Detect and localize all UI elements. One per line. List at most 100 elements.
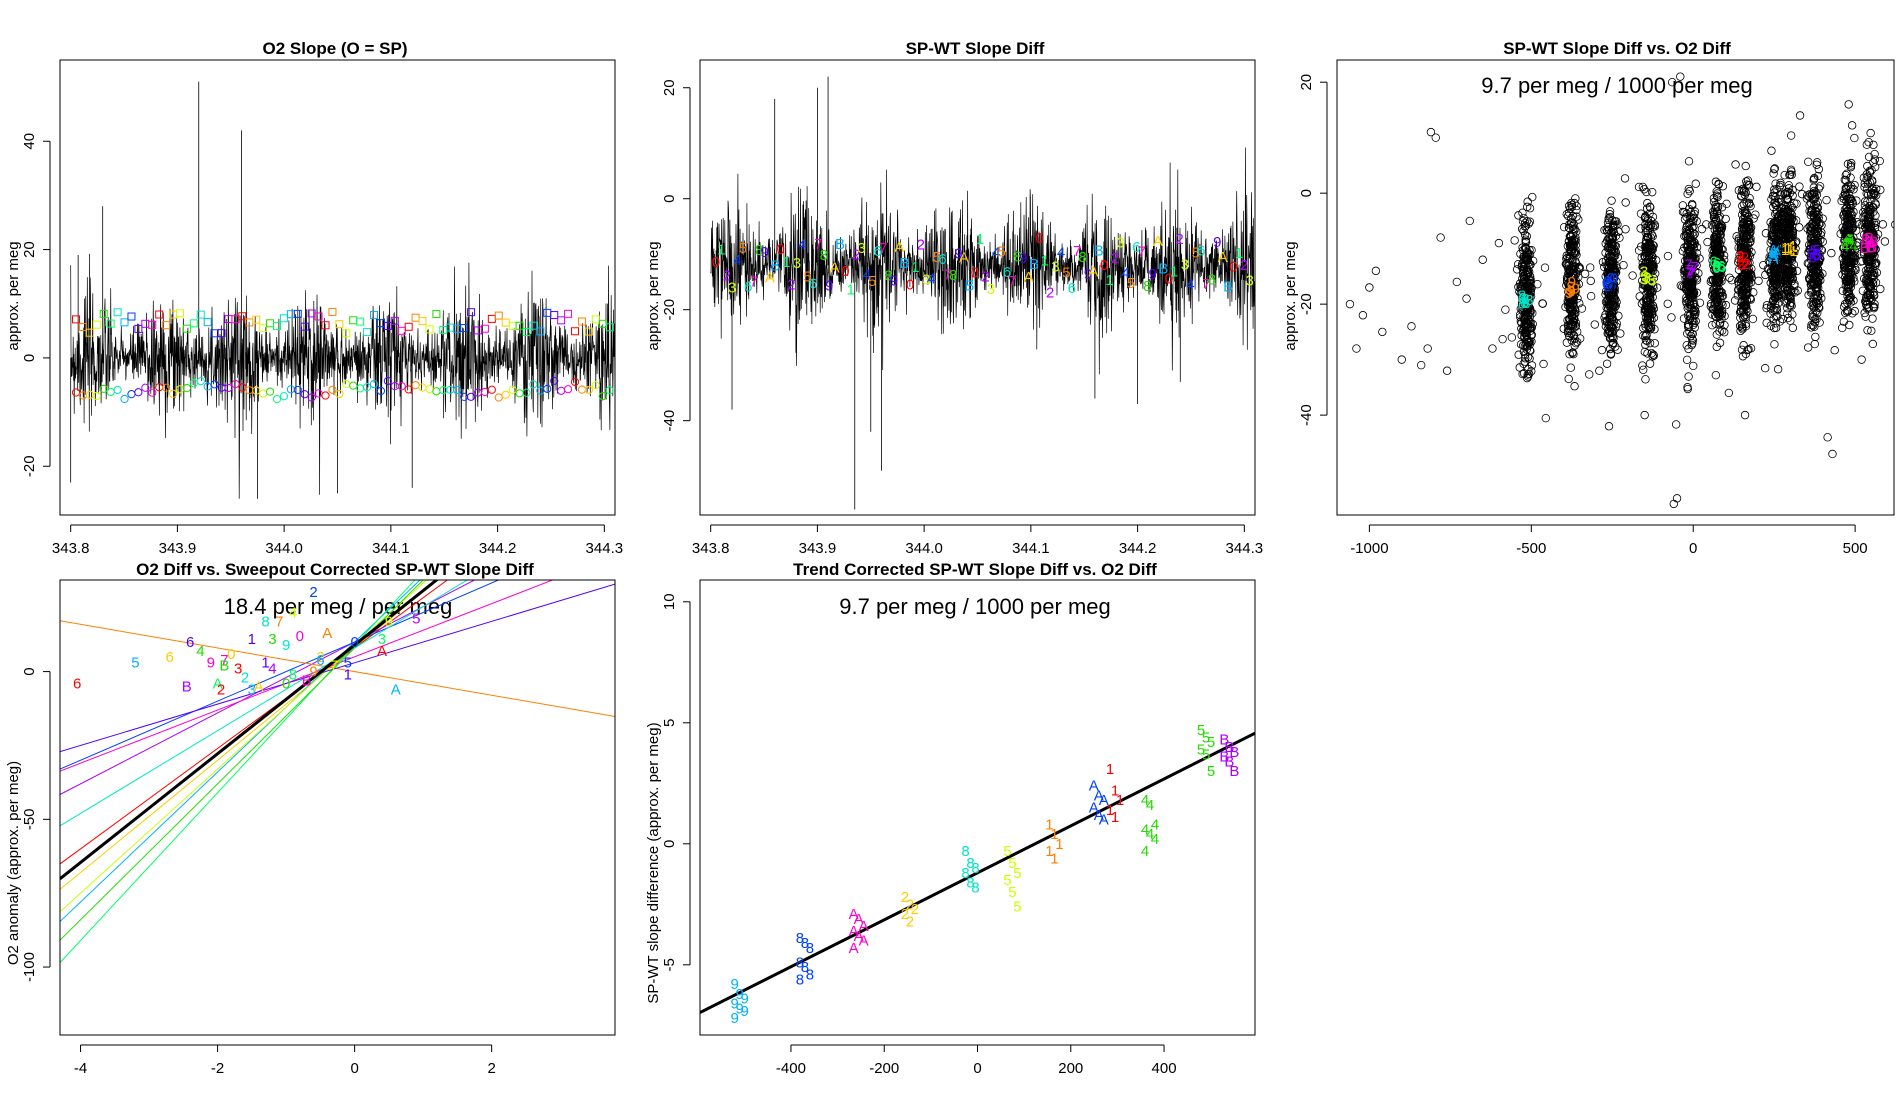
data-point — [1643, 233, 1653, 243]
cycle-label: 9 — [1019, 250, 1027, 267]
data-point — [1743, 267, 1752, 277]
circle-marker — [591, 381, 600, 390]
data-point — [1520, 294, 1530, 304]
data-point — [1891, 220, 1894, 229]
cycle-label: 0 — [712, 254, 720, 271]
data-point — [1663, 299, 1672, 308]
cycle-label: A — [1153, 233, 1163, 250]
x-tick-label: 343.8 — [52, 540, 90, 557]
cycle-label: 5 — [803, 269, 811, 286]
group-mean-label: 8 — [1520, 294, 1528, 311]
square-marker — [425, 325, 434, 334]
data-point — [1609, 221, 1618, 231]
group-value-label: 5 — [1013, 865, 1021, 882]
cycle-label: 7 — [1202, 276, 1210, 293]
data-point — [1515, 287, 1524, 296]
data-point — [1709, 259, 1719, 268]
outlier-point — [1828, 449, 1837, 459]
data-point — [1565, 245, 1574, 254]
data-point — [1525, 276, 1535, 285]
square-marker — [293, 309, 302, 318]
square-marker — [605, 323, 614, 332]
cycle-label: 2 — [787, 276, 795, 293]
cycle-label: 6 — [938, 251, 946, 268]
data-point — [1745, 221, 1754, 230]
square-marker — [300, 322, 309, 331]
data-point — [1586, 291, 1596, 301]
data-point — [1741, 284, 1751, 294]
data-point — [1519, 341, 1528, 350]
data-point — [1711, 263, 1720, 272]
square-marker — [584, 327, 593, 336]
square-marker — [591, 315, 600, 324]
data-point — [1710, 291, 1720, 301]
circle-marker — [182, 384, 191, 393]
data-trace — [710, 147, 1256, 375]
square-marker — [328, 307, 337, 316]
cycle-label: 2 — [917, 237, 925, 254]
group-mean-label: 8 — [1519, 290, 1527, 307]
data-point — [1649, 351, 1659, 360]
data-point — [1689, 307, 1698, 317]
cycle-label: 1 — [1041, 252, 1049, 269]
x-tick-label: 0 — [350, 1060, 358, 1077]
group-mean-label: 2 — [1737, 256, 1745, 273]
x-tick-label: 200 — [1058, 1060, 1083, 1077]
circle-marker — [85, 390, 94, 399]
group-mean-label: A — [1768, 242, 1778, 259]
circle-marker — [557, 386, 566, 395]
outlier-point — [1352, 344, 1361, 353]
data-point — [1541, 413, 1550, 423]
cycle-label: 3 — [728, 279, 736, 296]
data-point — [1741, 310, 1751, 319]
data-point — [1770, 274, 1780, 283]
data-point — [1691, 316, 1700, 326]
data-point — [1876, 284, 1885, 294]
circle-marker — [584, 385, 593, 395]
data-point — [1712, 292, 1721, 302]
data-point — [1712, 275, 1721, 284]
data-point — [1775, 317, 1785, 326]
cycle-label: 9 — [760, 244, 768, 261]
data-point — [1619, 260, 1628, 270]
data-point-label: 9 — [207, 655, 215, 672]
x-tick-label: 344.1 — [1012, 540, 1050, 557]
data-point — [1695, 298, 1705, 308]
group-mean-label: 0 — [1610, 271, 1618, 288]
cycle-label: 7 — [750, 273, 758, 290]
data-point — [1767, 285, 1777, 295]
data-point — [1523, 304, 1532, 314]
square-marker — [134, 324, 143, 333]
data-point-label: A — [254, 678, 264, 695]
data-point — [1713, 307, 1722, 316]
data-point — [1685, 315, 1694, 325]
data-point — [1572, 201, 1581, 211]
outlier-point — [1740, 410, 1750, 420]
data-point — [1566, 305, 1575, 314]
data-point — [1706, 302, 1715, 311]
data-point-label: 2 — [309, 584, 317, 601]
data-point — [1610, 302, 1620, 312]
outlier-point — [1724, 388, 1734, 398]
square-marker — [189, 319, 198, 328]
data-point-label: B — [182, 678, 192, 695]
data-point — [1769, 296, 1778, 305]
group-mean-label: 0 — [1603, 279, 1611, 296]
data-point — [1648, 212, 1658, 222]
cycle-label: 4 — [992, 245, 1000, 262]
data-point — [1523, 352, 1533, 362]
square-marker — [522, 328, 531, 337]
data-point — [1680, 215, 1690, 224]
data-point — [1643, 217, 1652, 226]
square-marker — [113, 308, 122, 317]
y-tick-label: -40 — [1298, 404, 1315, 426]
data-point — [1795, 182, 1804, 191]
data-point-label: 0 — [350, 634, 358, 651]
cycle-label: 3 — [857, 240, 865, 257]
data-point — [1609, 228, 1619, 237]
data-point — [1559, 222, 1569, 232]
y-axis: -100 -50 0 — [21, 667, 51, 982]
data-point — [1644, 273, 1653, 282]
data-point — [1768, 307, 1778, 316]
group-mean-label: 3 — [1643, 270, 1651, 287]
